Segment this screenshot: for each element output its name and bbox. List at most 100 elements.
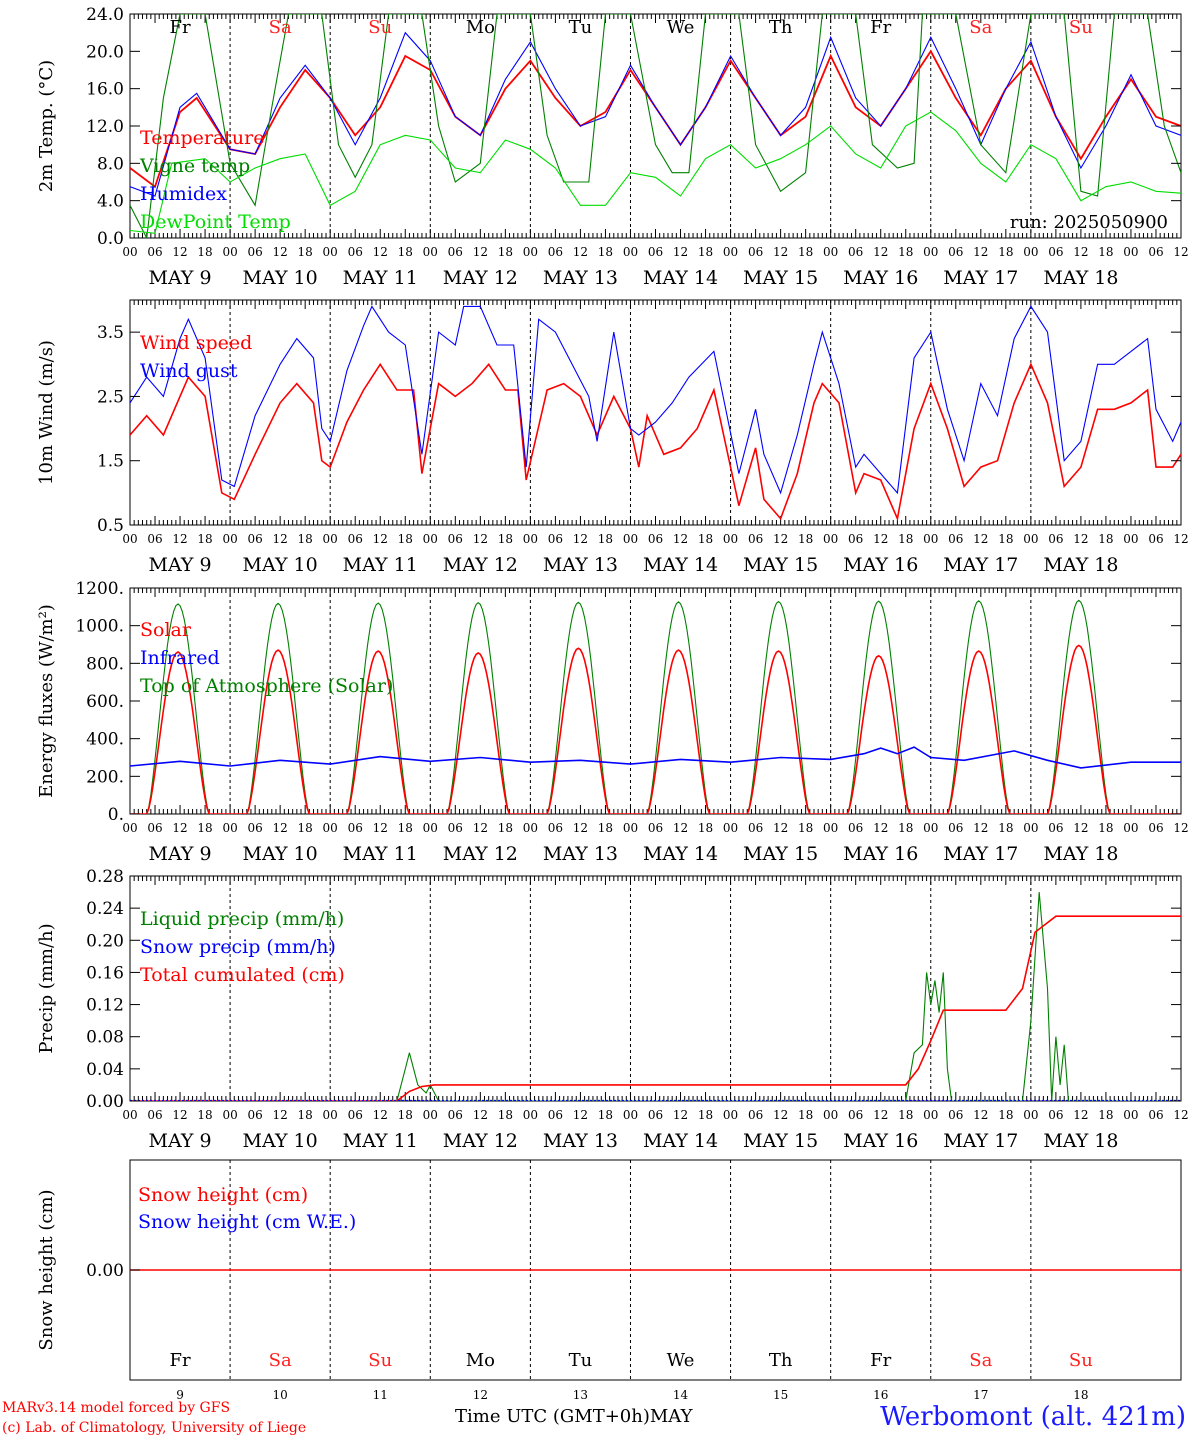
y-axis-label: 10m Wind (m/s) xyxy=(36,340,57,485)
hour-tick-label: 00 xyxy=(523,821,538,835)
hour-tick-label: 12 xyxy=(673,245,688,259)
hour-tick-label: 00 xyxy=(1023,245,1038,259)
hour-tick-label: 06 xyxy=(247,532,262,546)
weekday-label: Tu xyxy=(569,17,593,38)
legend-entry: Snow height (cm) xyxy=(138,1184,308,1206)
date-label: MAY 15 xyxy=(743,267,818,289)
hour-tick-label: 18 xyxy=(598,1108,613,1122)
hour-tick-label: 18 xyxy=(298,245,313,259)
y-tick-label: 0.0 xyxy=(97,229,124,249)
hour-tick-label: 00 xyxy=(523,1108,538,1122)
date-label: MAY 12 xyxy=(443,554,518,576)
hour-tick-label: 00 xyxy=(923,1108,938,1122)
plot-area xyxy=(130,305,1181,522)
date-label: MAY 16 xyxy=(843,554,918,576)
hour-tick-label: 06 xyxy=(147,821,162,835)
hour-tick-label: 06 xyxy=(147,1108,162,1122)
y-tick-label: 800. xyxy=(86,654,124,674)
legend-entry: Humidex xyxy=(140,183,227,205)
weekday-label: Fr xyxy=(870,1350,891,1371)
plot-frame xyxy=(129,299,1182,526)
weekday-label: Mo xyxy=(466,1350,495,1371)
hour-tick-label: 18 xyxy=(498,245,513,259)
plot-frame xyxy=(129,587,1182,815)
day-number-label: 15 xyxy=(773,1388,788,1402)
hour-tick-label: 00 xyxy=(222,821,237,835)
weekday-label: Sa xyxy=(269,1350,292,1371)
hour-tick-label: 00 xyxy=(1023,532,1038,546)
hour-tick-label: 06 xyxy=(848,1108,863,1122)
date-label: MAY 18 xyxy=(1043,1130,1118,1152)
hour-tick-label: 18 xyxy=(898,245,913,259)
hour-tick-label: 18 xyxy=(698,1108,713,1122)
hour-tick-label: 00 xyxy=(623,245,638,259)
hour-tick-label: 18 xyxy=(1098,821,1113,835)
station-name: Werbomont (alt. 421m) xyxy=(880,1402,1186,1432)
hour-tick-label: 12 xyxy=(172,245,187,259)
hour-tick-label: 06 xyxy=(348,821,363,835)
hour-tick-label: 12 xyxy=(1073,245,1088,259)
hour-tick-label: 00 xyxy=(823,1108,838,1122)
hour-tick-label: 00 xyxy=(222,1108,237,1122)
hour-tick-label: 06 xyxy=(247,1108,262,1122)
series-humidex xyxy=(130,31,1181,197)
hour-tick-label: 06 xyxy=(1048,532,1063,546)
hour-tick-label: 06 xyxy=(1148,245,1163,259)
hour-tick-label: 18 xyxy=(398,1108,413,1122)
hour-tick-label: 12 xyxy=(973,821,988,835)
hour-tick-label: 12 xyxy=(373,1108,388,1122)
hour-tick-label: 06 xyxy=(548,1108,563,1122)
date-label: MAY 11 xyxy=(343,267,418,289)
hour-tick-label: 18 xyxy=(498,532,513,546)
y-tick-label: 0.00 xyxy=(86,1092,124,1112)
hour-tick-label: 00 xyxy=(623,532,638,546)
hour-tick-label: 00 xyxy=(122,532,137,546)
hour-tick-label: 12 xyxy=(1173,1108,1188,1122)
y-tick-label: 2.5 xyxy=(97,387,124,407)
date-label: MAY 9 xyxy=(149,267,212,289)
hour-tick-label: 06 xyxy=(748,1108,763,1122)
y-tick-label: 0.5 xyxy=(97,516,124,536)
y-tick-label: 16.0 xyxy=(86,80,124,100)
hour-tick-label: 00 xyxy=(1123,532,1138,546)
date-label: MAY 12 xyxy=(443,267,518,289)
plot-area xyxy=(130,892,1181,1101)
y-tick-label: 1000. xyxy=(75,617,124,637)
series-wind-gust xyxy=(130,305,1181,495)
hour-tick-label: 12 xyxy=(172,532,187,546)
hour-tick-label: 12 xyxy=(873,532,888,546)
hour-tick-label: 12 xyxy=(1173,821,1188,835)
hour-tick-label: 06 xyxy=(1148,532,1163,546)
legend-entry: DewPoint Temp xyxy=(140,211,291,233)
hour-tick-label: 18 xyxy=(398,821,413,835)
y-tick-label: 200. xyxy=(86,767,124,787)
weekday-label: Sa xyxy=(969,17,992,38)
hour-tick-label: 18 xyxy=(197,532,212,546)
day-number-label: 14 xyxy=(673,1388,689,1402)
hour-tick-label: 12 xyxy=(673,532,688,546)
hour-tick-label: 18 xyxy=(898,821,913,835)
date-label: MAY 17 xyxy=(943,554,1018,576)
weekday-label: We xyxy=(667,1350,695,1371)
date-label: MAY 9 xyxy=(149,554,212,576)
hour-tick-label: 12 xyxy=(573,532,588,546)
hour-tick-label: 12 xyxy=(172,1108,187,1122)
hour-tick-label: 00 xyxy=(323,821,338,835)
y-tick-label: 0.20 xyxy=(86,931,124,951)
weekday-label: Tu xyxy=(569,1350,593,1371)
hour-tick-label: 06 xyxy=(948,245,963,259)
day-number-label: 9 xyxy=(176,1388,184,1402)
hour-tick-label: 12 xyxy=(1173,532,1188,546)
date-label: MAY 15 xyxy=(743,554,818,576)
hour-tick-label: 12 xyxy=(673,821,688,835)
hour-tick-label: 00 xyxy=(823,245,838,259)
series-temperature xyxy=(130,49,1181,189)
hour-tick-label: 00 xyxy=(523,245,538,259)
hour-tick-label: 06 xyxy=(748,245,763,259)
hour-tick-label: 18 xyxy=(298,821,313,835)
hour-tick-label: 06 xyxy=(348,1108,363,1122)
y-tick-label: 0.12 xyxy=(86,996,124,1016)
hour-tick-label: 18 xyxy=(1098,245,1113,259)
hour-tick-label: 06 xyxy=(147,245,162,259)
hour-tick-label: 00 xyxy=(923,245,938,259)
